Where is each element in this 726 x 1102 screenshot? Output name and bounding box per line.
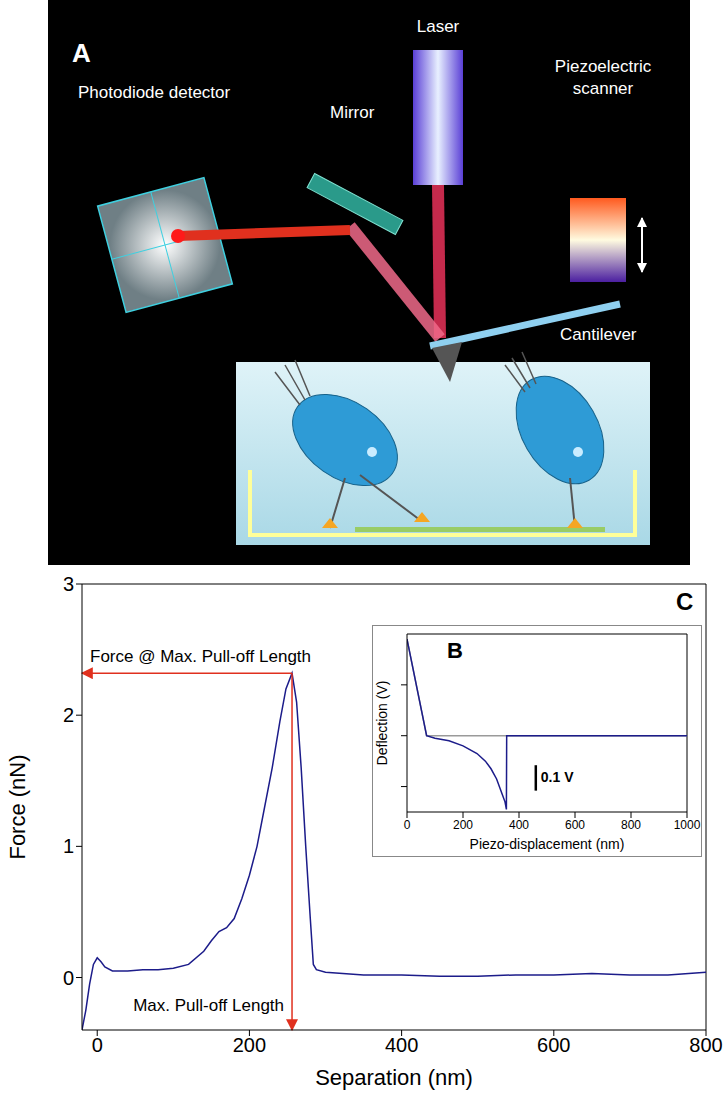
html-text:B: B [447,638,463,663]
svg-text:0: 0 [92,1034,103,1056]
svg-text:Separation (nm): Separation (nm) [315,1065,473,1090]
svg-text:0: 0 [63,967,74,989]
svg-text:400: 400 [385,1034,418,1056]
svg-text:Photodiode detector: Photodiode detector [78,83,231,102]
svg-text:Force (nN): Force (nN) [5,754,30,859]
svg-text:Piezo-displacement (nm): Piezo-displacement (nm) [470,836,625,852]
svg-text:scanner: scanner [573,79,634,98]
svg-text:Piezoelectric: Piezoelectric [555,57,652,76]
svg-text:Cantilever: Cantilever [560,325,637,344]
svg-text:Deflection (V): Deflection (V) [374,681,390,766]
svg-text:200: 200 [233,1034,266,1056]
svg-text:Laser: Laser [417,17,460,36]
svg-text:0: 0 [404,818,411,832]
html-text:C: C [676,588,694,615]
svg-text:A: A [72,38,91,68]
html-text:Max. Pull-off Length: Max. Pull-off Length [133,996,284,1015]
html-text:Force @ Max. Pull-off Length: Force @ Max. Pull-off Length [90,647,311,667]
html-text:0.1 V: 0.1 V [540,768,574,785]
svg-text:2: 2 [63,704,74,726]
svg-text:400: 400 [509,818,529,832]
svg-text:Mirror: Mirror [330,103,375,122]
svg-text:800: 800 [689,1034,722,1056]
svg-text:3: 3 [63,573,74,595]
svg-text:200: 200 [453,818,473,832]
svg-text:1000: 1000 [674,818,701,832]
svg-text:600: 600 [537,1034,570,1056]
svg-text:600: 600 [565,818,585,832]
svg-text:1: 1 [63,835,74,857]
svg-text:800: 800 [621,818,641,832]
